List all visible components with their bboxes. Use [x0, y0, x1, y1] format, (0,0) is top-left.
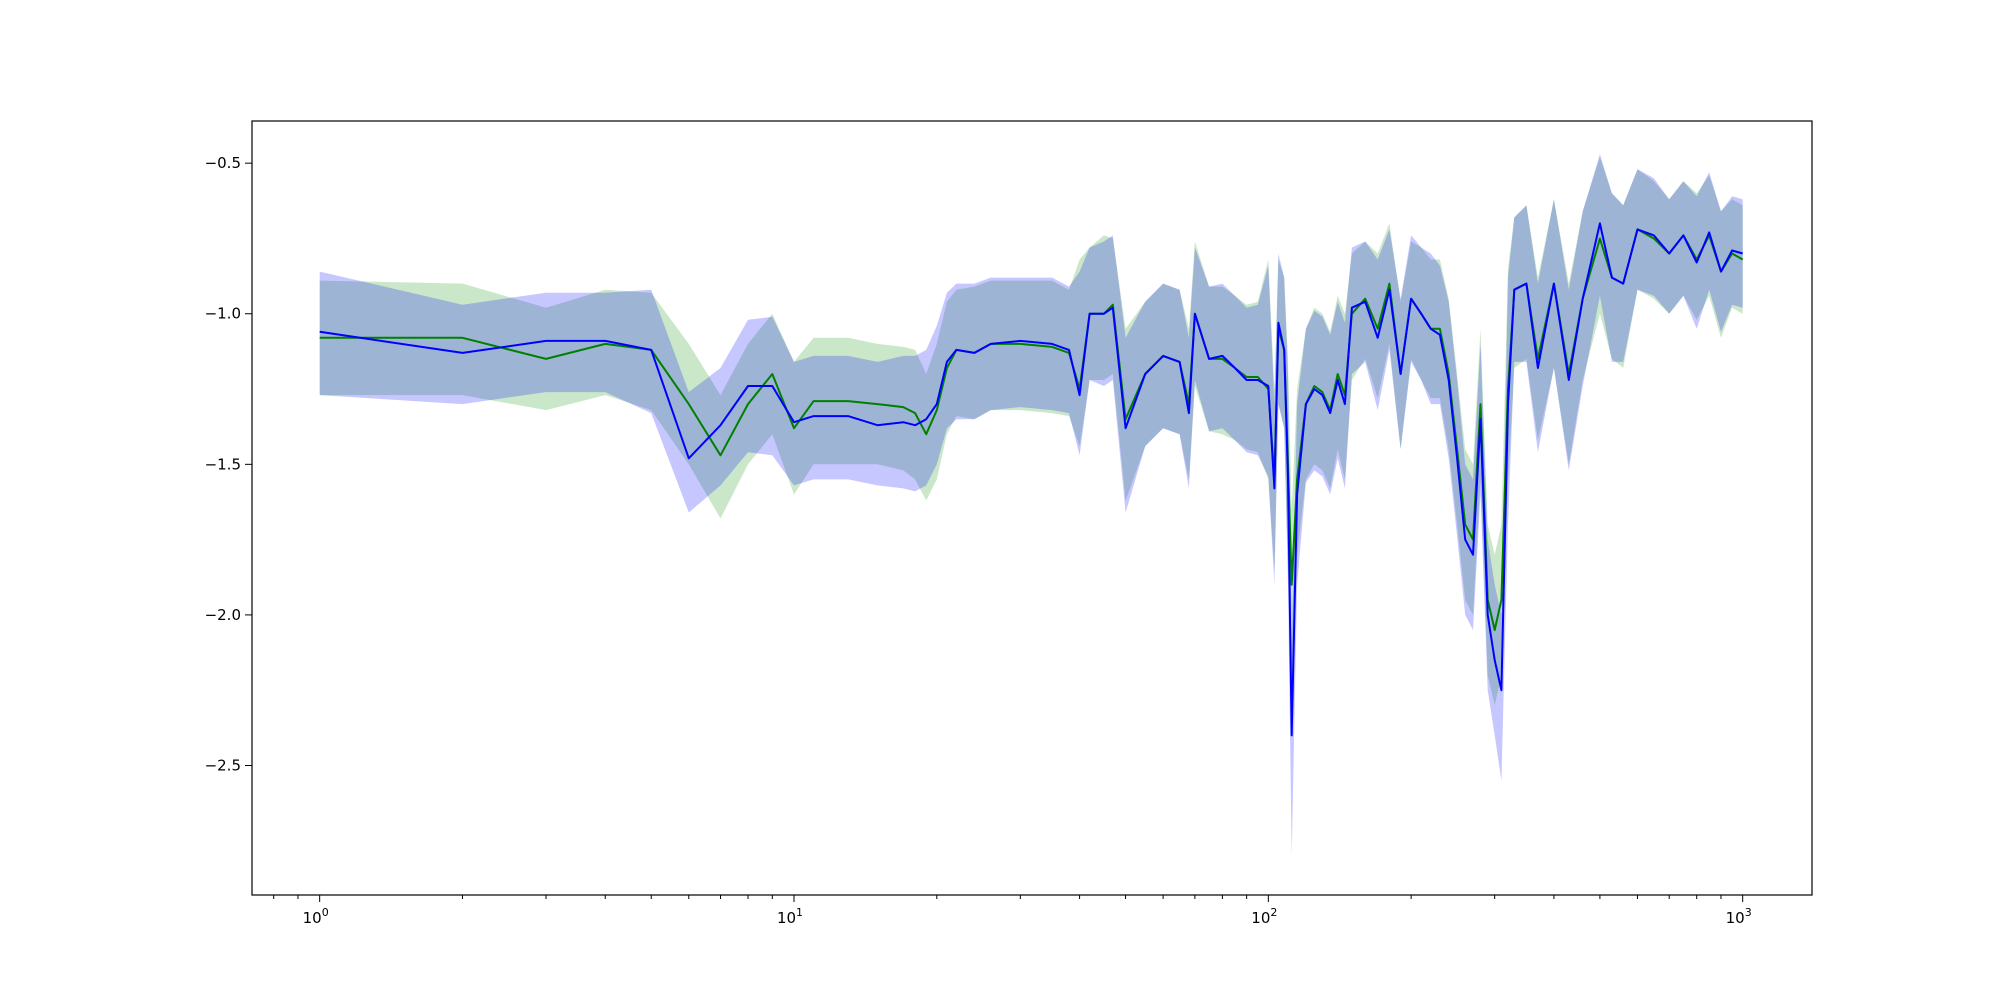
line-series-2	[319, 222, 1743, 737]
x-tick-label: 101	[777, 906, 803, 927]
y-tick-label: −0.5	[205, 154, 241, 172]
x-axis: 100 101 102 103	[273, 895, 1752, 927]
x-tick-label: 100	[303, 906, 329, 927]
y-tick-label: −2.5	[205, 756, 241, 774]
series-lines	[319, 222, 1744, 737]
band-series-2	[319, 154, 1743, 856]
axes-frame	[251, 120, 1813, 896]
x-tick-label: 103	[1726, 906, 1752, 927]
y-tick-label: −1.5	[205, 455, 241, 473]
y-tick-label: −2.0	[205, 606, 241, 624]
y-axis: −0.5 −1.0 −1.5 −2.0 −2.5	[205, 154, 252, 774]
y-tick-label: −1.0	[205, 305, 241, 323]
x-tick-label: 102	[1251, 906, 1277, 927]
